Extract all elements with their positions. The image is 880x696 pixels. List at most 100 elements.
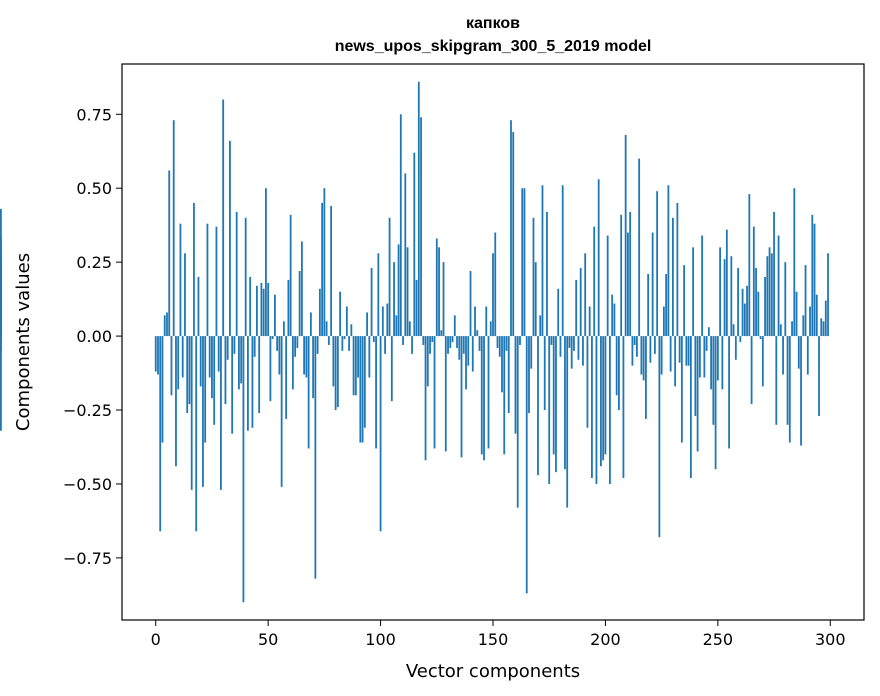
bar (168, 170, 171, 337)
bar (822, 321, 825, 337)
bar (327, 336, 330, 345)
bar (280, 336, 283, 487)
bar (303, 336, 306, 375)
bar (815, 294, 818, 337)
bar (325, 321, 328, 337)
bar (341, 336, 344, 351)
bar (390, 336, 393, 402)
bar (649, 336, 652, 363)
bar (496, 336, 499, 348)
bar (296, 336, 299, 348)
bar (404, 173, 407, 337)
bar (501, 336, 503, 393)
bar (440, 330, 443, 337)
y-tick-label: 0.75 (76, 105, 112, 124)
bar (166, 312, 168, 337)
bar (388, 217, 391, 337)
bar (640, 336, 643, 375)
bar (791, 321, 793, 337)
bar (222, 99, 225, 337)
bar (422, 336, 425, 345)
bar (339, 291, 341, 337)
bar (175, 336, 177, 467)
bar (420, 117, 422, 337)
bar (453, 315, 456, 337)
bar (800, 336, 802, 446)
bar (483, 336, 485, 461)
bar (220, 336, 222, 490)
bar (184, 253, 186, 337)
bar (660, 336, 663, 375)
bar (707, 327, 710, 337)
bar (343, 336, 346, 340)
bar (804, 265, 807, 337)
y-axis-label: Components values (13, 253, 34, 431)
bar (766, 256, 769, 337)
bar (795, 291, 798, 337)
bar (685, 336, 688, 366)
x-tick-label: 250 (703, 630, 734, 649)
bar (411, 336, 413, 354)
bar (348, 336, 350, 351)
bar (559, 336, 562, 357)
bar (269, 336, 272, 402)
bar (689, 336, 692, 479)
x-tick-label: 150 (478, 630, 509, 649)
bar (543, 336, 546, 411)
bar (606, 235, 609, 337)
x-axis-label: Vector components (406, 661, 580, 682)
bar (507, 336, 510, 413)
bar (368, 336, 371, 378)
bar (737, 268, 739, 337)
bar (242, 336, 245, 603)
bar (312, 336, 315, 399)
bar (318, 288, 321, 337)
bar (710, 336, 712, 390)
bar (806, 336, 809, 375)
bar (651, 232, 654, 337)
bar (752, 226, 755, 337)
bar (408, 321, 411, 337)
bar (438, 247, 440, 337)
bar (813, 223, 816, 337)
bar (206, 223, 209, 337)
bar (208, 336, 211, 378)
bar (669, 336, 672, 372)
bar (172, 120, 175, 337)
bar (611, 294, 614, 337)
bar (757, 291, 760, 337)
bar (271, 336, 274, 340)
bar (658, 336, 661, 538)
bar (193, 203, 195, 337)
bar (406, 247, 409, 337)
bar (505, 336, 508, 351)
bar (759, 336, 762, 340)
bar (258, 336, 261, 413)
bar (588, 306, 591, 337)
bar (402, 336, 404, 345)
bar (627, 232, 629, 337)
bar (287, 279, 290, 337)
bar (471, 336, 474, 372)
bar (238, 336, 240, 390)
bar (739, 336, 742, 342)
bar (764, 276, 766, 337)
bar (256, 285, 258, 337)
bar (811, 214, 814, 337)
bar (665, 273, 668, 337)
y-tick-label: −0.25 (63, 401, 112, 420)
x-tick-label: 100 (365, 630, 396, 649)
bar (820, 318, 823, 337)
bar (541, 185, 544, 337)
y-tick-label: −0.50 (63, 475, 112, 494)
x-tick-label: 300 (815, 630, 846, 649)
bar (716, 336, 719, 381)
bar (474, 306, 476, 337)
bar (636, 336, 638, 357)
bar (431, 336, 434, 342)
bar (309, 312, 312, 337)
bar (426, 336, 429, 387)
bar (512, 132, 515, 337)
bar (215, 226, 218, 337)
bar (656, 191, 659, 337)
